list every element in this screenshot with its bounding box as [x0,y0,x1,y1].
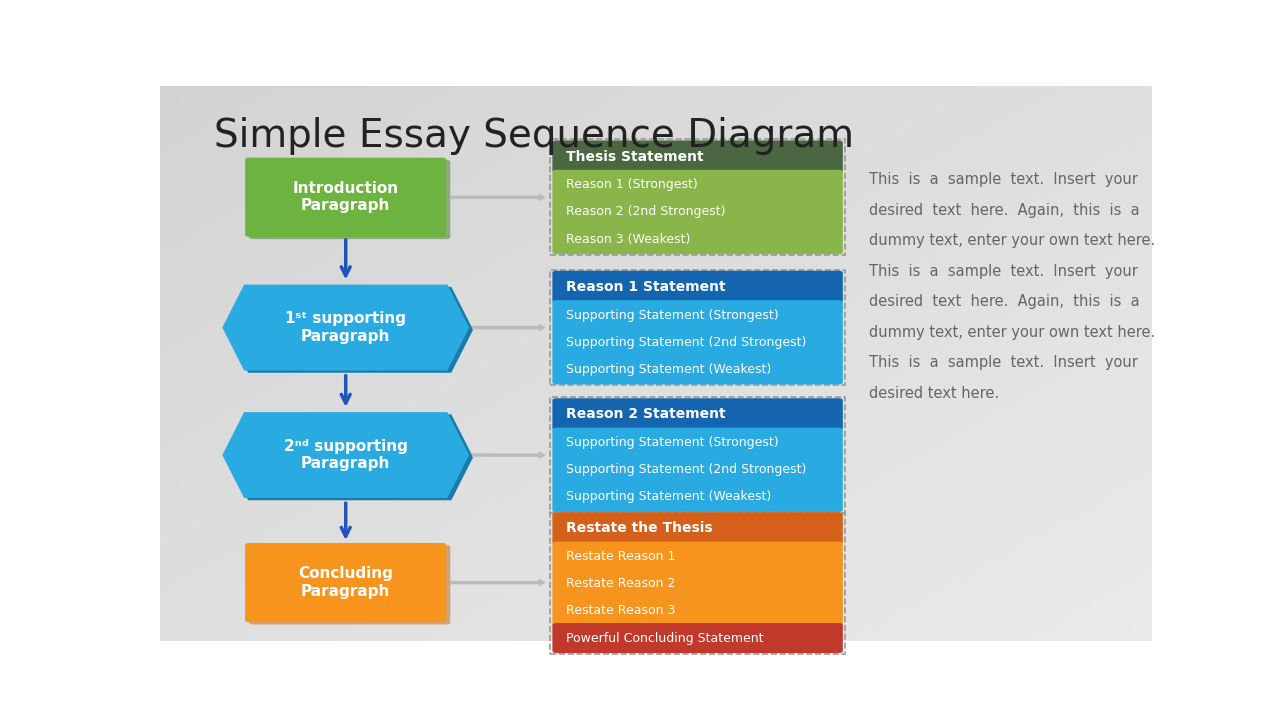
Text: Simple Essay Sequence Diagram: Simple Essay Sequence Diagram [215,117,854,155]
FancyBboxPatch shape [553,170,843,199]
FancyBboxPatch shape [553,623,843,653]
FancyBboxPatch shape [249,545,450,624]
FancyBboxPatch shape [553,569,843,598]
FancyBboxPatch shape [249,160,450,239]
FancyBboxPatch shape [246,158,446,237]
FancyBboxPatch shape [553,541,843,572]
Text: Supporting Statement (Strongest): Supporting Statement (Strongest) [567,309,779,322]
Text: dummy text, enter your own text here.: dummy text, enter your own text here. [868,233,1155,248]
Text: Restate Reason 2: Restate Reason 2 [567,577,675,590]
Text: Supporting Statement (2nd Strongest): Supporting Statement (2nd Strongest) [567,463,807,476]
Text: Supporting Statement (Weakest): Supporting Statement (Weakest) [567,490,771,503]
Text: This  is  a  sample  text.  Insert  your: This is a sample text. Insert your [868,172,1137,187]
FancyBboxPatch shape [553,197,843,227]
FancyBboxPatch shape [553,482,843,512]
FancyBboxPatch shape [553,224,843,254]
Text: desired text here.: desired text here. [868,386,999,401]
FancyBboxPatch shape [553,596,843,626]
FancyBboxPatch shape [553,300,843,330]
FancyBboxPatch shape [553,512,843,544]
Text: Restate the Thesis: Restate the Thesis [567,521,712,535]
Polygon shape [226,287,473,373]
Text: Restate Reason 1: Restate Reason 1 [567,550,675,563]
Polygon shape [226,414,473,500]
Text: Supporting Statement (2nd Strongest): Supporting Statement (2nd Strongest) [567,336,807,348]
FancyBboxPatch shape [553,398,843,431]
Text: Reason 1 Statement: Reason 1 Statement [567,280,726,294]
Text: 1ˢᵗ supporting
Paragraph: 1ˢᵗ supporting Paragraph [285,311,407,343]
FancyBboxPatch shape [553,428,843,458]
Polygon shape [223,284,469,371]
FancyBboxPatch shape [553,271,843,303]
Text: Introduction
Paragraph: Introduction Paragraph [293,181,399,213]
Text: Reason 2 Statement: Reason 2 Statement [567,408,726,421]
Text: Reason 3 (Weakest): Reason 3 (Weakest) [567,233,691,246]
Text: Supporting Statement (Strongest): Supporting Statement (Strongest) [567,436,779,449]
Text: This  is  a  sample  text.  Insert  your: This is a sample text. Insert your [868,264,1137,279]
Text: Restate Reason 3: Restate Reason 3 [567,604,675,617]
FancyBboxPatch shape [553,354,843,384]
Text: Concluding
Paragraph: Concluding Paragraph [298,567,393,599]
FancyBboxPatch shape [553,455,843,485]
Text: dummy text, enter your own text here.: dummy text, enter your own text here. [868,325,1155,340]
Text: desired  text  here.  Again,  this  is  a: desired text here. Again, this is a [868,294,1140,310]
Text: This  is  a  sample  text.  Insert  your: This is a sample text. Insert your [868,355,1137,370]
FancyBboxPatch shape [553,328,843,357]
Text: desired  text  here.  Again,  this  is  a: desired text here. Again, this is a [868,203,1140,218]
Text: Supporting Statement (Weakest): Supporting Statement (Weakest) [567,363,771,376]
FancyBboxPatch shape [246,543,446,622]
Polygon shape [223,412,469,498]
Text: Reason 1 (Strongest): Reason 1 (Strongest) [567,179,698,192]
Text: Reason 2 (2nd Strongest): Reason 2 (2nd Strongest) [567,205,725,218]
Text: Powerful Concluding Statement: Powerful Concluding Statement [567,631,764,644]
Text: Thesis Statement: Thesis Statement [567,150,703,163]
Text: 2ⁿᵈ supporting
Paragraph: 2ⁿᵈ supporting Paragraph [284,439,408,472]
FancyBboxPatch shape [553,140,843,173]
